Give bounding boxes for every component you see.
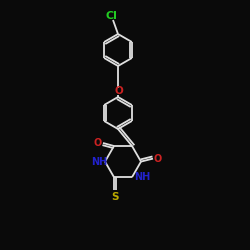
Text: NH: NH <box>134 172 150 182</box>
Text: S: S <box>111 192 118 202</box>
Text: O: O <box>94 138 102 148</box>
Text: O: O <box>154 154 162 164</box>
Text: NH: NH <box>91 156 107 166</box>
Text: O: O <box>114 86 123 96</box>
Text: Cl: Cl <box>106 11 118 21</box>
